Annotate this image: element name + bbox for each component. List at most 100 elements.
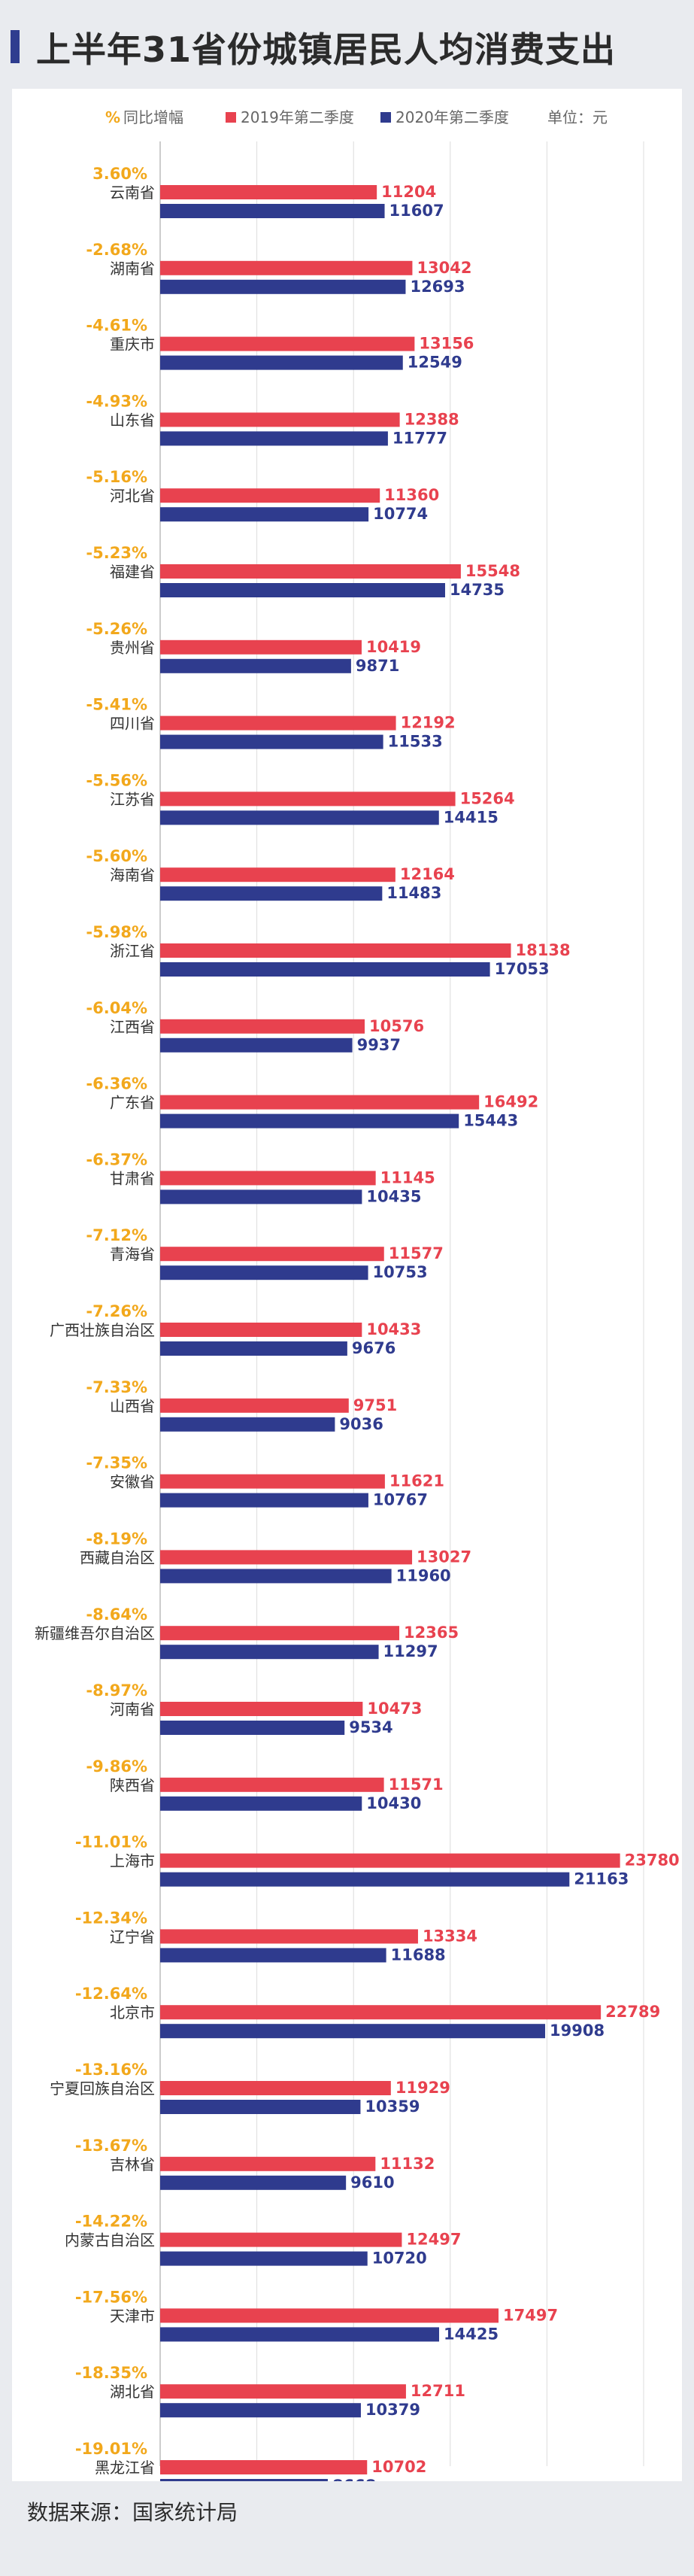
bar-2019 — [160, 2460, 368, 2474]
bar-2019 — [160, 2232, 402, 2247]
value-label-2020: 21163 — [574, 1870, 629, 1888]
bar-2020 — [160, 1189, 362, 1204]
value-label-2019: 13042 — [417, 259, 471, 277]
bar-2019 — [160, 1929, 418, 1944]
value-label-2019: 23780 — [625, 1852, 680, 1870]
value-label-2020: 11533 — [388, 733, 443, 751]
legend-pct-label: 同比增幅 — [123, 108, 183, 126]
province-label: 宁夏回族自治区 — [50, 2079, 155, 2098]
bar-2020 — [160, 1265, 368, 1280]
value-label-2019: 11621 — [389, 1472, 444, 1490]
bar-2020 — [160, 962, 490, 977]
legend-2019-swatch — [226, 112, 236, 123]
bar-2020 — [160, 1569, 392, 1584]
pct-change-label: -6.36% — [86, 1075, 147, 1093]
value-label-2019: 10473 — [367, 1700, 422, 1718]
value-label-2019: 15548 — [465, 562, 520, 580]
bar-2020 — [160, 810, 439, 825]
bar-2020 — [160, 1948, 386, 1963]
pct-change-label: -5.26% — [86, 620, 147, 638]
value-label-2020: 12549 — [408, 354, 462, 372]
province-label: 浙江省 — [110, 942, 155, 960]
bar-2020 — [160, 2175, 347, 2190]
value-label-2020: 11297 — [383, 1642, 438, 1660]
bar-2020 — [160, 2479, 328, 2481]
bar-2019 — [160, 2005, 602, 2020]
province-label: 西藏自治区 — [80, 1548, 155, 1566]
pct-change-label: -13.67% — [75, 2137, 147, 2155]
bar-2020 — [160, 355, 403, 370]
legend-2020-swatch — [380, 112, 391, 123]
pct-change-label: -4.93% — [86, 392, 147, 410]
bar-2020 — [160, 583, 445, 597]
pct-change-label: -7.26% — [86, 1302, 147, 1320]
bar-2019 — [160, 1853, 620, 1868]
province-label: 新疆维吾尔自治区 — [35, 1624, 155, 1642]
value-label-2019: 11929 — [395, 2079, 450, 2097]
pct-change-label: -5.56% — [86, 771, 147, 789]
province-label: 四川省 — [110, 715, 155, 733]
chart-row: -19.01%黑龙江省 107028668 — [75, 2440, 426, 2481]
province-label: 黑龙江省 — [95, 2459, 155, 2477]
value-label-2020: 11960 — [396, 1566, 451, 1584]
province-label: 贵州省 — [110, 639, 155, 657]
value-label-2020: 10767 — [373, 1491, 428, 1509]
province-label: 河北省 — [110, 487, 155, 505]
bar-2019 — [160, 867, 395, 882]
value-label-2020: 14735 — [450, 581, 505, 599]
bar-2020 — [160, 1872, 570, 1887]
bar-2020 — [160, 204, 385, 218]
bar-2019 — [160, 1095, 480, 1110]
bar-2019 — [160, 2156, 376, 2171]
value-label-2019: 10702 — [371, 2458, 426, 2476]
province-label: 福建省 — [110, 563, 155, 581]
bar-2020 — [160, 431, 388, 446]
value-label-2019: 17497 — [503, 2306, 558, 2324]
pct-change-label: 3.60% — [92, 165, 147, 183]
value-label-2020: 8668 — [332, 2477, 376, 2481]
value-label-2019: 12497 — [406, 2231, 461, 2249]
value-label-2020: 11607 — [389, 202, 444, 220]
value-label-2020: 9610 — [350, 2174, 394, 2192]
bar-2019 — [160, 1171, 376, 1186]
province-label: 天津市 — [110, 2307, 155, 2325]
bar-2019 — [160, 564, 461, 579]
province-label: 湖南省 — [110, 260, 155, 278]
pct-change-label: -5.41% — [86, 696, 147, 714]
pct-change-label: -12.64% — [75, 1985, 147, 2003]
bar-2020 — [160, 2403, 361, 2418]
bar-2019 — [160, 2384, 406, 2399]
value-label-2019: 11360 — [384, 486, 439, 504]
pct-change-label: -13.16% — [75, 2061, 147, 2079]
bar-2019 — [160, 1474, 385, 1489]
pct-change-label: -14.22% — [75, 2213, 147, 2231]
bar-2019 — [160, 715, 396, 731]
province-label: 安徽省 — [110, 1473, 155, 1491]
province-label: 广东省 — [110, 1094, 155, 1112]
page-title: 上半年31省份城镇居民人均消费支出 — [36, 29, 617, 70]
bar-2019 — [160, 185, 377, 199]
bar-2019 — [160, 1626, 400, 1641]
bar-2019 — [160, 260, 413, 275]
value-label-2019: 11571 — [389, 1776, 444, 1794]
province-label: 青海省 — [110, 1245, 155, 1263]
pct-change-label: -5.23% — [86, 544, 147, 562]
value-label-2020: 10720 — [372, 2249, 427, 2268]
value-label-2020: 14415 — [444, 808, 499, 826]
bar-2020 — [160, 1721, 345, 1735]
value-label-2019: 13156 — [419, 335, 474, 353]
bar-2019 — [160, 1323, 362, 1337]
bar-2020 — [160, 507, 369, 522]
value-label-2019: 11145 — [380, 1168, 435, 1186]
value-label-2019: 12365 — [404, 1624, 459, 1642]
bar-2019 — [160, 639, 362, 655]
